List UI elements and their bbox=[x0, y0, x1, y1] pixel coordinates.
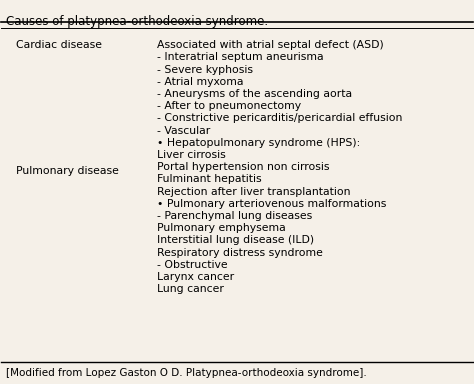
Text: - After to pneumonectomy: - After to pneumonectomy bbox=[157, 101, 301, 111]
Text: - Aneurysms of the ascending aorta: - Aneurysms of the ascending aorta bbox=[157, 89, 352, 99]
Text: Respiratory distress syndrome: Respiratory distress syndrome bbox=[157, 248, 323, 258]
Text: Larynx cancer: Larynx cancer bbox=[157, 272, 234, 282]
Text: Portal hypertension non cirrosis: Portal hypertension non cirrosis bbox=[157, 162, 329, 172]
Text: - Constrictive pericarditis/pericardial effusion: - Constrictive pericarditis/pericardial … bbox=[157, 113, 402, 123]
Text: - Parenchymal lung diseases: - Parenchymal lung diseases bbox=[157, 211, 312, 221]
Text: Fulminant hepatitis: Fulminant hepatitis bbox=[157, 174, 262, 184]
Text: Causes of platypnea-orthodeoxia syndrome.: Causes of platypnea-orthodeoxia syndrome… bbox=[6, 15, 268, 28]
Text: - Obstructive: - Obstructive bbox=[157, 260, 228, 270]
Text: Associated with atrial septal defect (ASD): Associated with atrial septal defect (AS… bbox=[157, 40, 383, 50]
Text: • Pulmonary arteriovenous malformations: • Pulmonary arteriovenous malformations bbox=[157, 199, 386, 209]
Text: Cardiac disease: Cardiac disease bbox=[16, 40, 101, 50]
Text: Pulmonary emphysema: Pulmonary emphysema bbox=[157, 223, 286, 233]
Text: Rejection after liver transplantation: Rejection after liver transplantation bbox=[157, 187, 350, 197]
Text: - Vascular: - Vascular bbox=[157, 126, 210, 136]
Text: Pulmonary disease: Pulmonary disease bbox=[16, 166, 118, 176]
Text: [Modified from Lopez Gaston O D. Platypnea-orthodeoxia syndrome].: [Modified from Lopez Gaston O D. Platypn… bbox=[6, 368, 367, 378]
Text: - Atrial myxoma: - Atrial myxoma bbox=[157, 77, 243, 87]
Text: Interstitial lung disease (ILD): Interstitial lung disease (ILD) bbox=[157, 235, 314, 245]
Text: - Severe kyphosis: - Severe kyphosis bbox=[157, 65, 253, 74]
Text: - Interatrial septum aneurisma: - Interatrial septum aneurisma bbox=[157, 53, 324, 63]
Text: • Hepatopulmonary syndrome (HPS):: • Hepatopulmonary syndrome (HPS): bbox=[157, 138, 360, 148]
Text: Lung cancer: Lung cancer bbox=[157, 284, 224, 294]
Text: Liver cirrosis: Liver cirrosis bbox=[157, 150, 226, 160]
